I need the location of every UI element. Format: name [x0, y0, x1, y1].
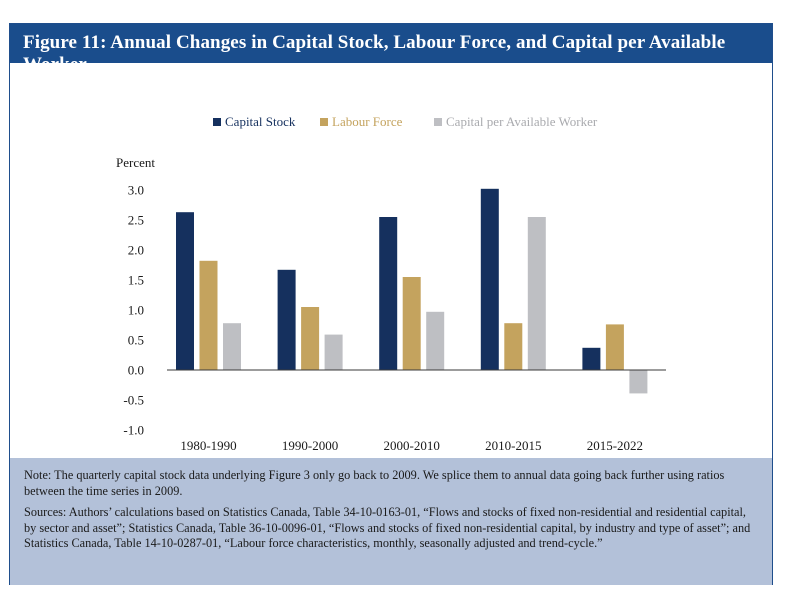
- bar-labour-force-2000-2010: [402, 277, 421, 370]
- bar-labour-force-2015-2022: [605, 324, 624, 370]
- legend-swatch: [320, 118, 328, 126]
- y-tick-label: 3.0: [128, 183, 144, 198]
- sources-text: Sources: Authors’ calculations based on …: [24, 505, 751, 550]
- bar-capital-stock-2015-2022: [582, 347, 601, 370]
- y-tick-label: 2.5: [128, 213, 144, 228]
- y-tick-label: 0.5: [128, 333, 144, 348]
- bar-series: [176, 188, 648, 394]
- figure-frame: Figure 11: Annual Changes in Capital Sto…: [9, 23, 773, 585]
- bar-capital-stock-2010-2015: [480, 188, 499, 370]
- chart-legend: Capital Stock Labour Force Capital per Ava…: [213, 114, 598, 129]
- note-text: Note: The quarterly capital stock data u…: [24, 468, 725, 498]
- x-tick-label: 2015-2022: [587, 438, 643, 453]
- figure-title: Figure 11: Annual Changes in Capital Sto…: [10, 24, 772, 75]
- bar-labour-force-2010-2015: [504, 323, 523, 370]
- bar-chart: Capital Stock Labour Force Capital per Ava…: [116, 114, 666, 453]
- bar-capital-per-available-worker-1980-1990: [223, 323, 241, 370]
- bar-capital-stock-1990-2000: [277, 269, 296, 370]
- bar-capital-per-available-worker-2000-2010: [426, 311, 445, 370]
- bar-capital-stock-1980-1990: [176, 212, 194, 370]
- notes-panel: Note: The quarterly capital stock data u…: [10, 458, 772, 585]
- y-axis-ticks: 3.0 2.5 2.0 1.5 1.0 0.5 0.0 -0.5 -1.0: [123, 183, 144, 438]
- x-tick-label: 2010-2015: [485, 438, 541, 453]
- y-tick-label: 1.5: [128, 273, 144, 288]
- y-tick-label: -1.0: [123, 423, 144, 438]
- legend-label: Labour Force: [332, 114, 403, 129]
- bar-capital-per-available-worker-2010-2015: [527, 217, 546, 370]
- legend-swatch: [213, 118, 221, 126]
- bar-labour-force-1980-1990: [199, 260, 218, 370]
- y-tick-label: 2.0: [128, 243, 144, 258]
- x-tick-label: 1980-1990: [180, 438, 236, 453]
- y-axis-label: Percent: [116, 155, 155, 170]
- x-tick-label: 2000-2010: [384, 438, 440, 453]
- y-tick-label: -0.5: [123, 393, 144, 408]
- bar-capital-per-available-worker-1990-2000: [324, 334, 343, 370]
- x-tick-label: 1990-2000: [282, 438, 338, 453]
- y-tick-label: 1.0: [128, 303, 144, 318]
- legend-label: Capital Stock: [225, 114, 296, 129]
- bar-labour-force-1990-2000: [301, 307, 320, 370]
- x-axis-ticks: 1980-1990 1990-2000 2000-2010 2010-2015 2015…: [180, 438, 643, 453]
- y-tick-label: 0.0: [128, 363, 144, 378]
- chart-area: Capital Stock Labour Force Capital per Ava…: [10, 63, 772, 470]
- legend-swatch: [434, 118, 442, 126]
- bar-capital-stock-2000-2010: [379, 217, 398, 370]
- bar-capital-per-available-worker-2015-2022: [629, 370, 648, 394]
- legend-label: Capital per Available Worker: [446, 114, 598, 129]
